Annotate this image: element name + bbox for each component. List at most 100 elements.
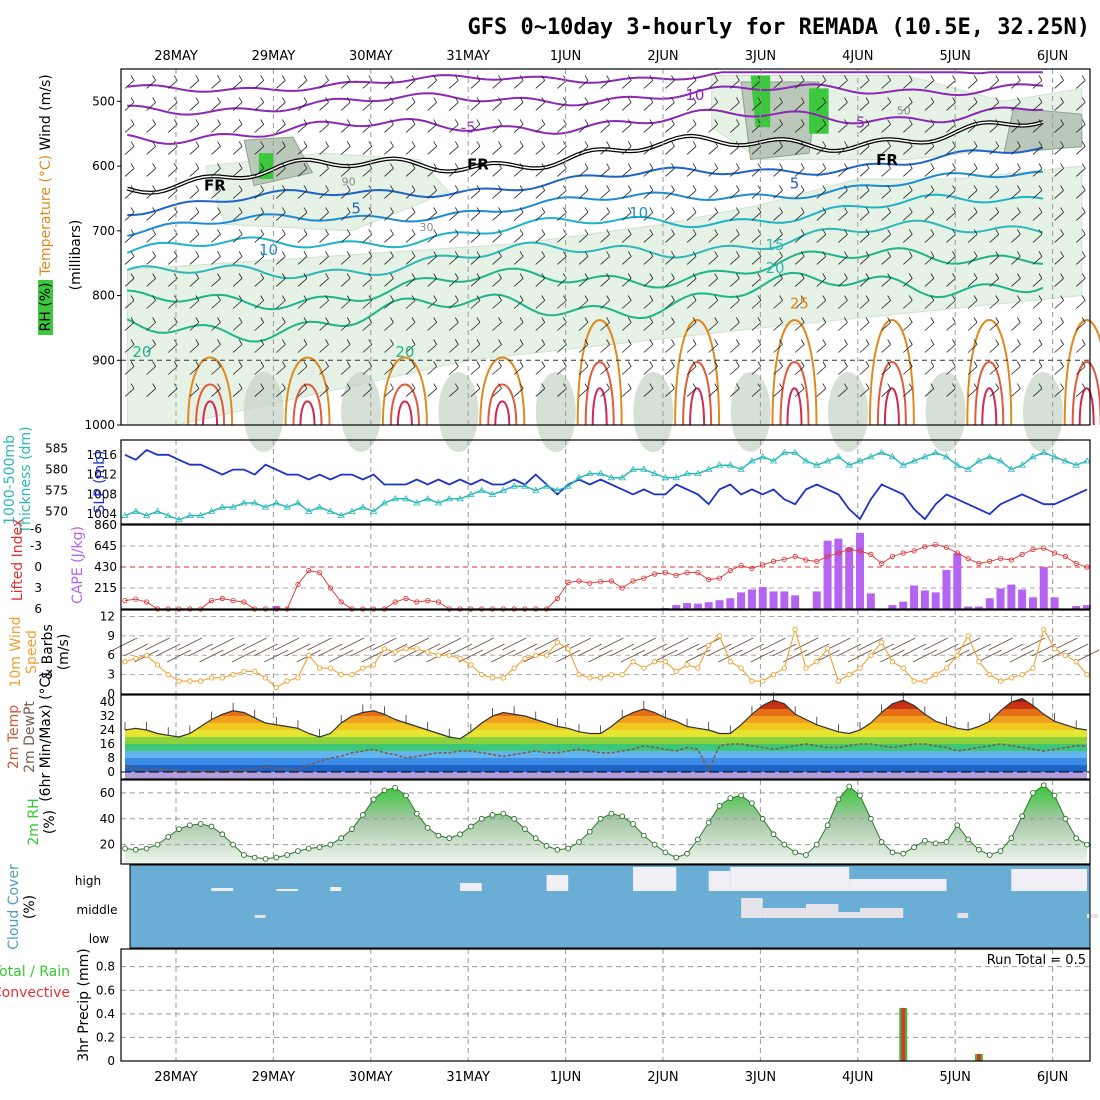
wind-barb	[671, 97, 675, 103]
wind-barb	[908, 207, 913, 213]
wind-barb	[211, 322, 221, 331]
wind-barb	[1081, 119, 1086, 125]
wind-barb	[665, 388, 675, 397]
wind-barb	[211, 146, 221, 155]
wind-barb	[1009, 649, 1035, 663]
thickness-point	[510, 482, 518, 489]
wind-barb	[1038, 163, 1043, 169]
wind-barb	[1075, 124, 1086, 133]
wind-barb	[1060, 295, 1064, 301]
wind-barb	[887, 75, 891, 81]
cape-bar	[791, 595, 800, 609]
thickness-point	[586, 469, 594, 476]
wind-barb	[578, 278, 589, 287]
wind-speed-point	[403, 646, 409, 652]
wind-barb	[519, 317, 524, 323]
li-point	[597, 579, 604, 585]
wind-barb	[946, 80, 956, 89]
wind-barb	[930, 207, 935, 213]
wind-barb	[908, 295, 913, 301]
li-point	[122, 597, 128, 604]
wind-barb	[124, 234, 135, 243]
wind-barb	[779, 251, 783, 257]
wind-barb	[1060, 207, 1064, 213]
wind-barb	[621, 322, 632, 331]
wind-barb	[773, 124, 783, 133]
thickness-point	[402, 495, 410, 502]
contour-label: -10	[680, 86, 705, 104]
isotherm-line	[127, 170, 1043, 237]
wind-barb	[757, 97, 762, 103]
wind-barb	[177, 637, 203, 651]
li-point	[1073, 560, 1079, 567]
thickness-point	[1007, 465, 1016, 472]
cape-bar	[1083, 605, 1091, 609]
wind-barb	[210, 637, 235, 651]
thickness-point	[888, 453, 897, 460]
wind-barb	[1038, 383, 1043, 389]
precip-frame	[120, 948, 1091, 1062]
wind-barb	[325, 295, 329, 301]
li-point	[554, 595, 560, 602]
wind-barb	[124, 256, 135, 265]
wind-barb	[390, 119, 394, 125]
wind-barb	[254, 190, 264, 199]
wind-barb	[718, 649, 743, 663]
wind-barb	[199, 649, 224, 663]
wind-barb	[173, 75, 178, 81]
wind-barb	[844, 229, 848, 235]
wind-barb	[146, 278, 156, 287]
wind-speed-point	[933, 671, 939, 678]
wind-barb	[124, 146, 135, 155]
cape-bar	[704, 602, 713, 609]
precip-conv-bar	[976, 1053, 981, 1061]
rh-point	[543, 843, 550, 849]
wind-barb	[281, 75, 286, 81]
rh-point	[1019, 813, 1025, 820]
cape-bar	[942, 569, 951, 609]
wind-barb	[470, 168, 481, 177]
rh-shade	[1022, 372, 1063, 453]
thickness-point	[272, 499, 281, 506]
wind-barb	[1038, 119, 1043, 125]
wind-barb	[739, 643, 765, 657]
wind-barb	[627, 185, 632, 191]
wind-barb	[779, 273, 783, 279]
rh-point	[349, 826, 355, 832]
wind-barb	[189, 80, 200, 89]
wind-barb	[989, 102, 999, 111]
wind-barb	[730, 234, 740, 243]
wind-speed-point	[597, 675, 604, 681]
wind-barb	[232, 102, 243, 111]
wind-barb	[231, 649, 257, 663]
li-point	[144, 599, 150, 605]
wind-barb	[433, 229, 437, 235]
thickness-point	[672, 474, 680, 481]
wind-barb	[130, 339, 135, 345]
wind-speed-point	[316, 665, 323, 671]
wind-barb	[649, 251, 654, 257]
wind-barb	[600, 300, 610, 309]
li-point	[727, 567, 733, 574]
wind-barb	[535, 146, 546, 155]
wind-barb	[276, 388, 286, 397]
wind-barb	[816, 388, 827, 397]
wind-barb	[254, 168, 264, 177]
wind-speed-point	[511, 665, 517, 671]
wind-barb	[411, 361, 416, 367]
wind-barb	[967, 190, 978, 199]
temp-band	[125, 709, 1087, 716]
wind-barb	[995, 119, 1000, 125]
wind-barb	[584, 97, 589, 103]
wind-barb	[952, 207, 956, 213]
wind-barb	[665, 322, 675, 331]
wind-barb	[665, 234, 675, 243]
isotherm-line	[127, 121, 1044, 194]
wind-barb	[362, 190, 373, 199]
tick-label: 60	[100, 786, 115, 800]
isotherm-line	[779, 361, 810, 426]
tick-label: 1000	[84, 418, 115, 432]
cloud-high	[211, 888, 234, 891]
li-point	[1051, 550, 1058, 556]
wind-barb	[1016, 295, 1021, 301]
